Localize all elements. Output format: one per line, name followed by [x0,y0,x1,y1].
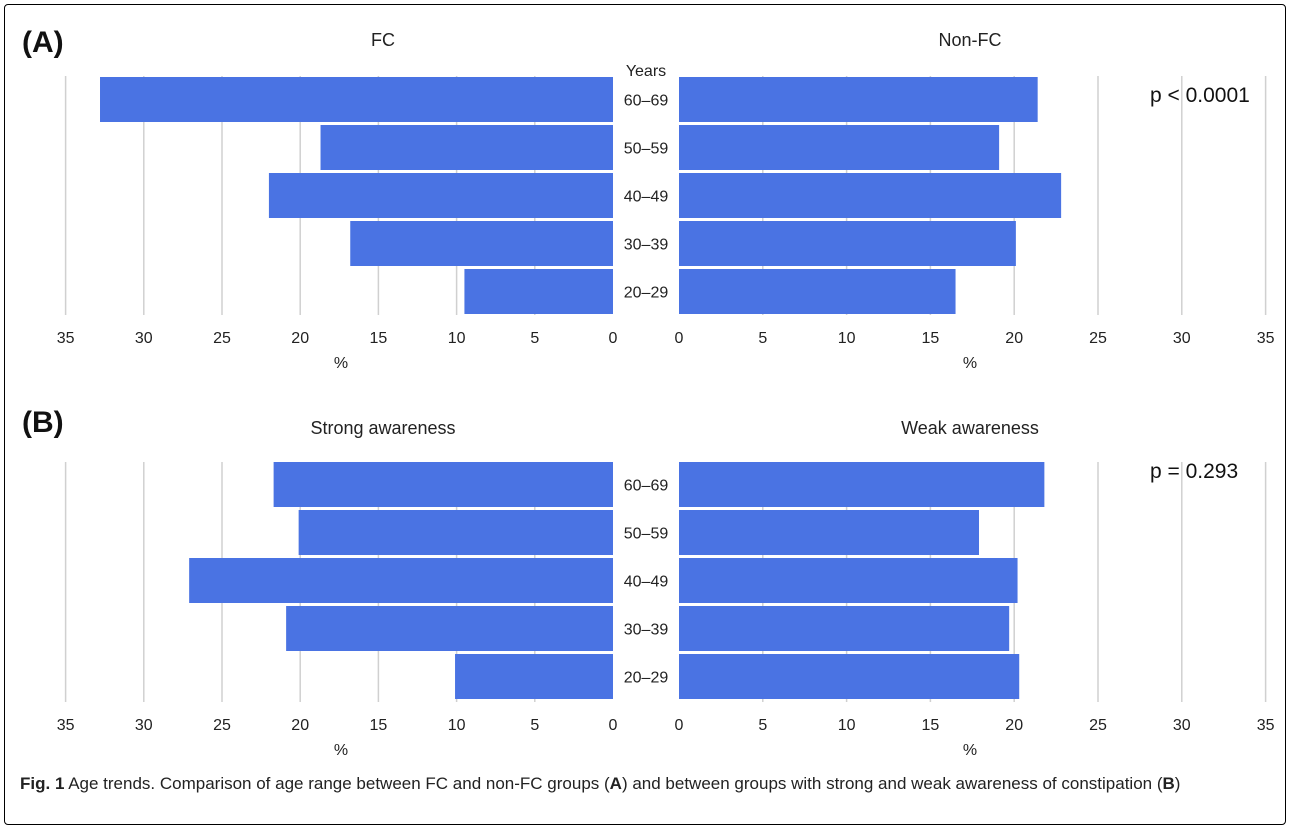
caption-text-2: ) and between groups with strong and wea… [621,774,1163,793]
right-title: Non-FC [938,30,1001,50]
left-title: Strong awareness [310,418,455,438]
bar-right [679,221,1016,266]
tick-label-left: 10 [448,330,466,347]
panel-label: (B) [22,406,64,439]
caption-ref-a: A [609,774,622,793]
tick-label-right: 30 [1173,717,1191,734]
tick-label-left: 25 [213,717,231,734]
category-label: 60–69 [624,93,669,110]
caption-text-1: Age trends. Comparison of age range betw… [64,774,610,793]
tick-label-right: 10 [838,717,856,734]
caption-ref-b: B [1162,774,1175,793]
p-value-annotation: p = 0.293 [1150,460,1238,483]
tick-label-right: 35 [1257,717,1275,734]
xlabel-left: % [334,742,348,759]
tick-label-left: 25 [213,330,231,347]
category-label: 30–39 [624,237,669,254]
category-label: 30–39 [624,622,669,639]
tick-label-left: 20 [291,717,309,734]
tick-label-left: 5 [530,330,539,347]
bar-left [268,173,613,218]
tick-label-right: 30 [1173,330,1191,347]
bar-left [273,462,613,507]
category-label: 60–69 [624,478,669,495]
tick-label-right: 5 [758,330,767,347]
category-label: 50–59 [624,526,669,543]
tick-label-right: 0 [675,717,684,734]
left-title: FC [371,30,395,50]
caption-fig-label: Fig. 1 [20,774,65,793]
category-label: 20–29 [624,670,669,687]
bar-left [189,558,613,603]
tick-label-left: 0 [609,717,618,734]
caption-text-3: ) [1174,774,1181,793]
tick-label-right: 0 [675,330,684,347]
bar-left [286,606,613,651]
tick-label-right: 15 [922,717,940,734]
tick-label-right: 20 [1005,717,1023,734]
bar-right [679,558,1018,603]
tick-label-left: 0 [609,330,618,347]
tick-label-left: 15 [370,717,388,734]
bar-left [320,125,613,170]
category-label: 40–49 [624,574,669,591]
category-label: 40–49 [624,189,669,206]
xlabel-right: % [963,355,977,372]
tick-label-left: 20 [291,330,309,347]
tick-label-right: 15 [922,330,940,347]
bar-left [350,221,613,266]
bar-right [679,77,1038,122]
right-title: Weak awareness [901,418,1039,438]
category-label: 50–59 [624,141,669,158]
bar-left [455,654,613,699]
bar-right [679,606,1010,651]
tick-label-right: 10 [838,330,856,347]
bar-right [679,173,1062,218]
tick-label-right: 20 [1005,330,1023,347]
tick-label-right: 35 [1257,330,1275,347]
bar-right [679,125,1000,170]
tick-label-left: 30 [135,330,153,347]
center-header: Years [626,63,666,80]
p-value-annotation: p < 0.0001 [1150,84,1250,107]
tick-label-left: 10 [448,717,466,734]
bar-right [679,462,1045,507]
category-label: 20–29 [624,285,669,302]
figure-frame [4,4,1286,825]
bar-left [464,269,613,314]
tick-label-left: 30 [135,717,153,734]
bar-right [679,269,956,314]
xlabel-right: % [963,742,977,759]
tick-label-right: 25 [1089,330,1107,347]
bar-left [100,77,614,122]
xlabel-left: % [334,355,348,372]
tick-label-left: 15 [370,330,388,347]
bar-left [298,510,613,555]
tick-label-left: 35 [57,717,75,734]
tick-label-right: 25 [1089,717,1107,734]
tick-label-left: 5 [530,717,539,734]
figure-caption: Fig. 1 Age trends. Comparison of age ran… [20,771,1275,796]
panel-label: (A) [22,26,64,59]
tick-label-left: 35 [57,330,75,347]
tick-label-right: 5 [758,717,767,734]
bar-right [679,510,980,555]
bar-right [679,654,1020,699]
